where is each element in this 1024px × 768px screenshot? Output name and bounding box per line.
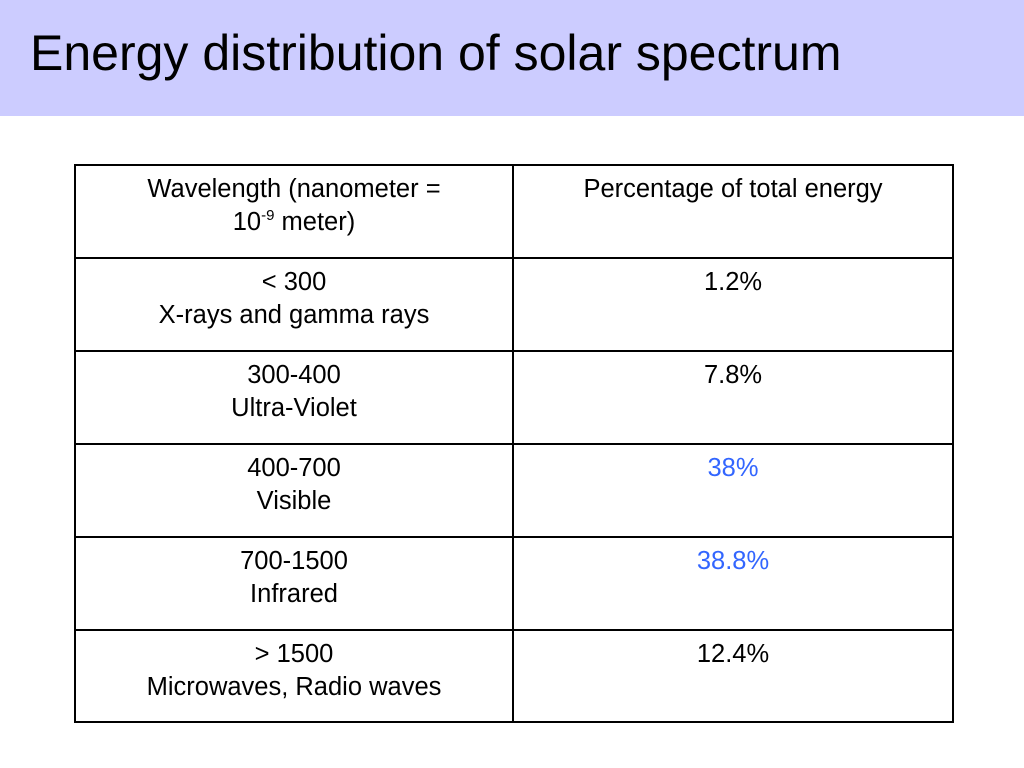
percentage-cell: 38.8% [512, 536, 954, 631]
wavelength-cell: > 1500 Microwaves, Radio waves [74, 629, 514, 723]
title-band [0, 0, 1024, 116]
wavelength-unit: meter) [274, 208, 356, 237]
percentage-cell: 12.4% [512, 629, 954, 723]
table-row: > 1500 Microwaves, Radio waves 12.4% [74, 629, 954, 723]
energy-distribution-table: Wavelength (nanometer = 10-9 meter) Perc… [74, 164, 954, 723]
table-row: 400-700 Visible 38% [74, 443, 954, 538]
wavelength-cell: 300-400 Ultra-Violet [74, 350, 514, 445]
table-row: < 300 X-rays and gamma rays 1.2% [74, 257, 954, 352]
energy-percentage: 1.2% [703, 268, 763, 296]
percentage-cell: 38% [512, 443, 954, 538]
wavelength-range: 300-400 [247, 361, 341, 389]
spectrum-band: Infrared [250, 580, 338, 609]
percentage-cell: 7.8% [512, 350, 954, 445]
table-row: 300-400 Ultra-Violet 7.8% [74, 350, 954, 445]
wavelength-range: 700-1500 [240, 547, 348, 575]
energy-percentage: 38.8% [696, 547, 770, 575]
spectrum-band: Ultra-Violet [231, 394, 357, 423]
header-wavelength-line1: Wavelength (nanometer = [147, 175, 441, 203]
wavelength-cell: 700-1500 Infrared [74, 536, 514, 631]
wavelength-range: < 300 [261, 268, 327, 296]
energy-percentage: 7.8% [703, 361, 763, 389]
wavelength-range: > 1500 [254, 640, 334, 668]
table-header-row: Wavelength (nanometer = 10-9 meter) Perc… [74, 164, 954, 259]
wavelength-exponent: -9 [261, 207, 275, 225]
wavelength-range: 400-700 [247, 454, 341, 482]
header-percentage-label: Percentage of total energy [583, 175, 883, 203]
table-row: 700-1500 Infrared 38.8% [74, 536, 954, 631]
wavelength-cell: 400-700 Visible [74, 443, 514, 538]
percentage-cell: 1.2% [512, 257, 954, 352]
spectrum-band: Visible [256, 487, 332, 516]
spectrum-band: Microwaves, Radio waves [146, 673, 442, 702]
header-percentage: Percentage of total energy [512, 164, 954, 259]
energy-percentage: 38% [707, 454, 759, 482]
wavelength-cell: < 300 X-rays and gamma rays [74, 257, 514, 352]
header-wavelength: Wavelength (nanometer = 10-9 meter) [74, 164, 514, 259]
slide-title: Energy distribution of solar spectrum [30, 25, 842, 81]
wavelength-base: 10 [232, 208, 262, 237]
spectrum-band: X-rays and gamma rays [158, 301, 430, 330]
header-wavelength-line2: 10-9 meter) [82, 206, 506, 239]
energy-percentage: 12.4% [696, 640, 770, 668]
